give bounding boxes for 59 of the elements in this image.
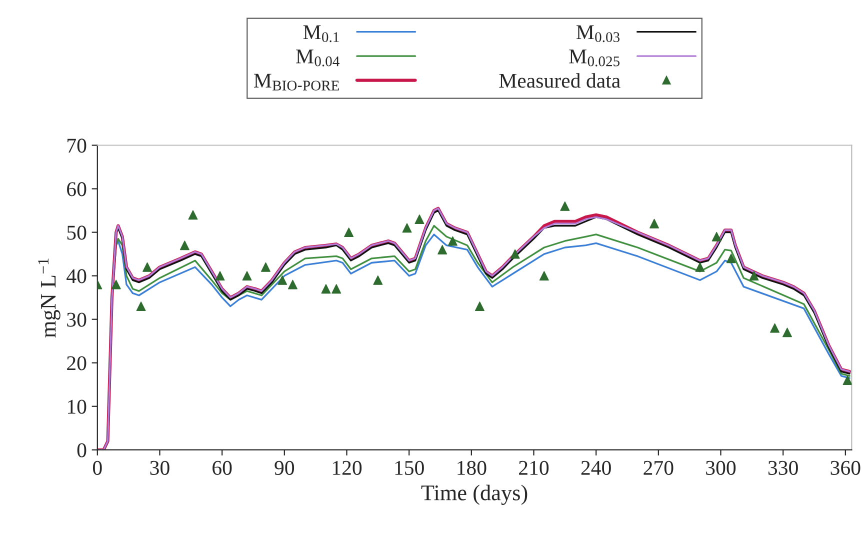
- point: [402, 223, 412, 233]
- legend-label: M$_{0.1}$: [303, 25, 339, 42]
- y-tick-label: 0: [77, 443, 86, 458]
- point: [726, 254, 736, 264]
- legend-label: M$_{BIO-PORE}$: [254, 74, 340, 91]
- point: [278, 275, 288, 285]
- point: [180, 240, 190, 250]
- point: [782, 328, 792, 338]
- legend-label: M$_{0.03}$: [576, 25, 620, 42]
- y-tick-label: 20: [67, 356, 86, 370]
- x-tick-label: 90: [274, 460, 294, 475]
- point: [242, 271, 252, 281]
- point: [749, 271, 759, 281]
- x-tick-label: 360: [830, 460, 860, 475]
- x-tick-label: 210: [519, 460, 549, 475]
- point: [321, 284, 331, 294]
- point: [373, 275, 383, 285]
- legend-label: M$_{0.04}$: [296, 50, 340, 66]
- x-tick-label: 180: [458, 460, 486, 475]
- point: [770, 323, 780, 333]
- point: [136, 302, 146, 312]
- point: [474, 302, 484, 312]
- point: [438, 244, 448, 254]
- point: [650, 218, 660, 228]
- y-tick-label: 30: [67, 312, 86, 327]
- y-tick-label: 60: [67, 182, 86, 196]
- point: [510, 249, 520, 259]
- x-axis-title: Time (days): [421, 484, 528, 505]
- y-tick-label: 70: [68, 138, 86, 153]
- x-tick-label: 240: [581, 460, 611, 475]
- point: [332, 284, 342, 294]
- x-tick-label: 330: [768, 460, 798, 475]
- point: [111, 280, 121, 290]
- y-tick-label: 40: [66, 269, 86, 284]
- x-tick-label: 0: [92, 460, 102, 475]
- point: [712, 232, 722, 242]
- y-axis-title: mgN L$^{−1}$: [38, 258, 60, 338]
- x-tick-label: 270: [644, 460, 674, 475]
- legend-label: M$_{0.025}$: [569, 50, 620, 66]
- point: [539, 271, 549, 281]
- point: [448, 236, 458, 246]
- y-tick-label: 50: [67, 226, 86, 240]
- x-tick-label: 150: [395, 460, 424, 475]
- x-tick-label: 300: [706, 460, 736, 475]
- x-tick-label: 120: [332, 460, 362, 475]
- point: [414, 214, 424, 224]
- point: [188, 210, 198, 220]
- point: [288, 280, 298, 290]
- point: [560, 201, 570, 211]
- point: [215, 271, 225, 281]
- x-tick-label: 30: [150, 460, 170, 475]
- x-tick-label: 60: [212, 460, 232, 475]
- legend-label: Measured data: [499, 73, 620, 88]
- point: [142, 262, 152, 272]
- y-tick-label: 10: [68, 400, 86, 414]
- point: [260, 262, 270, 272]
- point: [695, 262, 705, 272]
- point: [842, 375, 852, 385]
- point: [344, 228, 354, 238]
